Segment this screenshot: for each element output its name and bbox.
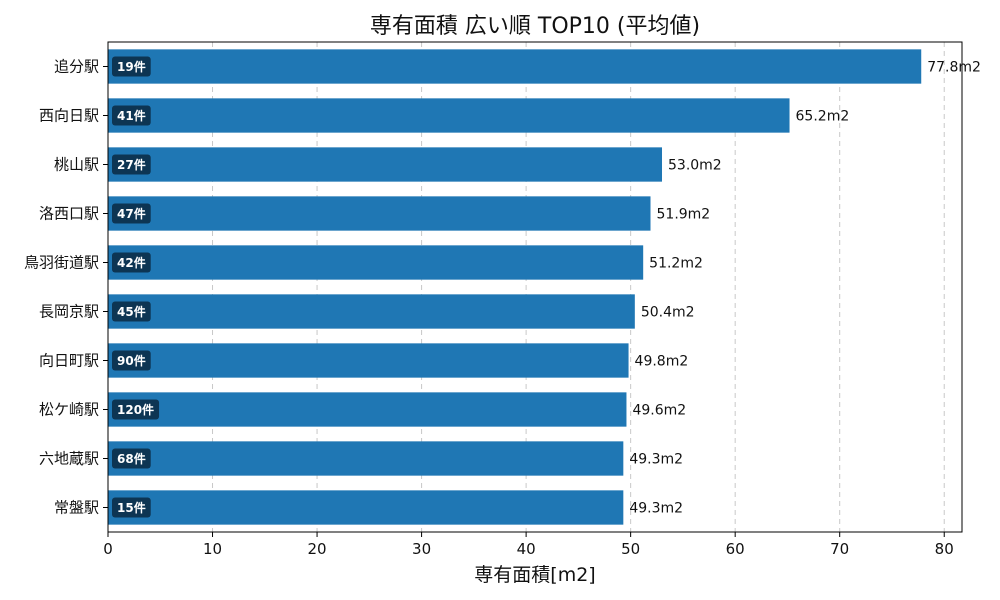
bar (108, 343, 629, 378)
bar (108, 49, 922, 84)
bar (108, 98, 790, 133)
bar (108, 490, 624, 525)
value-label: 51.9m2 (657, 207, 711, 223)
bar (108, 196, 651, 231)
x-tick-label: 60 (726, 540, 745, 558)
count-badge: 41件 (112, 105, 151, 126)
count-badge: 90件 (112, 350, 151, 371)
count-label: 41件 (117, 108, 146, 123)
count-badge-bg (112, 154, 151, 175)
category-label: 西向日駅 (39, 107, 99, 125)
value-label: 49.8m2 (635, 354, 689, 370)
value-label: 49.3m2 (629, 452, 683, 468)
category-label: 六地蔵駅 (39, 450, 99, 468)
axes: 0 10 20 30 40 50 60 70 80 (103, 41, 963, 558)
category-label: 桃山駅 (54, 156, 99, 174)
value-label: 50.4m2 (641, 305, 695, 321)
value-label: 51.2m2 (649, 256, 703, 272)
x-tick-label: 0 (103, 540, 113, 558)
count-badge-bg (112, 399, 160, 420)
bar (108, 245, 644, 280)
count-label: 27件 (117, 157, 146, 172)
count-badge: 120件 (112, 399, 160, 420)
x-tick-label: 80 (935, 540, 954, 558)
category-label: 長岡京駅 (39, 303, 99, 321)
category-label: 鳥羽街道駅 (24, 254, 99, 272)
value-label: 65.2m2 (796, 109, 850, 125)
x-tick-label: 30 (412, 540, 431, 558)
count-label: 45件 (117, 304, 146, 319)
bars (108, 49, 922, 525)
value-label: 49.6m2 (632, 403, 686, 419)
count-badge: 68件 (112, 448, 151, 469)
count-badge-bg (112, 203, 151, 224)
count-label: 15件 (117, 500, 146, 515)
count-badge-bg (112, 105, 151, 126)
count-badge: 19件 (112, 56, 151, 77)
count-badge-bg (112, 301, 151, 322)
count-label: 90件 (117, 353, 146, 368)
x-axis-label: 専有面積[m2] (474, 564, 595, 586)
count-label: 19件 (117, 59, 146, 74)
count-badge-bg (112, 448, 151, 469)
x-tick-label: 40 (517, 540, 536, 558)
bar (108, 294, 635, 329)
category-label: 松ケ崎駅 (39, 401, 99, 419)
plot-frame (107, 41, 963, 533)
category-label: 洛西口駅 (39, 205, 99, 223)
x-tick-label: 10 (203, 540, 222, 558)
chart-title: 専有面積 広い順 TOP10 (平均値) (370, 14, 700, 39)
category-label: 向日町駅 (39, 352, 99, 370)
x-tick-label: 70 (830, 540, 849, 558)
count-badge-bg (112, 252, 151, 273)
count-badge: 42件 (112, 252, 151, 273)
x-tick-label: 50 (621, 540, 640, 558)
count-badge: 45件 (112, 301, 151, 322)
count-badge-bg (112, 350, 151, 371)
count-badge: 15件 (112, 497, 151, 518)
count-badge: 47件 (112, 203, 151, 224)
count-label: 68件 (117, 451, 146, 466)
category-label: 追分駅 (54, 58, 99, 76)
category-label: 常盤駅 (54, 499, 99, 517)
count-badge-bg (112, 56, 151, 77)
x-tick-label: 20 (308, 540, 327, 558)
count-label: 120件 (117, 402, 154, 417)
bar (108, 392, 627, 427)
count-badge-bg (112, 497, 151, 518)
value-label: 49.3m2 (629, 501, 683, 517)
bar (108, 147, 663, 182)
count-badge: 27件 (112, 154, 151, 175)
value-label: 53.0m2 (668, 158, 722, 174)
value-label: 77.8m2 (927, 60, 981, 76)
count-label: 42件 (117, 255, 146, 270)
bar (108, 441, 624, 476)
count-label: 47件 (117, 206, 146, 221)
